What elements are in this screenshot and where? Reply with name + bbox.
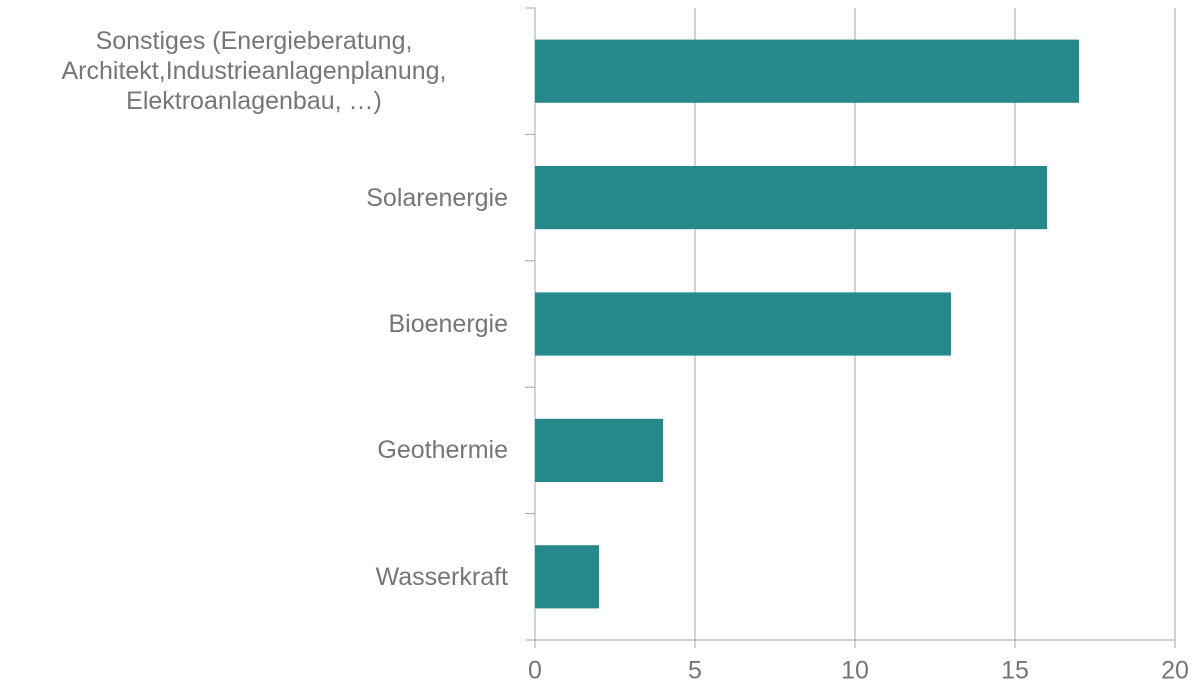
bar <box>535 39 1079 103</box>
y-tick-label-box: Sonstiges (Energieberatung, Architekt,In… <box>0 8 508 134</box>
x-tick-label: 15 <box>1001 657 1029 685</box>
x-tick-label: 10 <box>841 657 869 685</box>
y-tick-label: Bioenergie <box>388 309 508 338</box>
x-tick-label: 20 <box>1161 657 1189 685</box>
y-tick-label: Sonstiges (Energieberatung, Architekt,In… <box>61 27 447 116</box>
y-tick-label: Wasserkraft <box>375 562 508 591</box>
x-tick-label: 0 <box>528 657 542 685</box>
x-tick-label: 5 <box>688 657 702 685</box>
y-tick-label-box: Bioenergie <box>0 261 508 387</box>
bar <box>535 545 599 609</box>
y-tick-label-box: Solarenergie <box>0 134 508 260</box>
y-tick-label-box: Wasserkraft <box>0 514 508 640</box>
bar <box>535 166 1047 230</box>
bar <box>535 292 951 356</box>
y-tick-label: Geothermie <box>377 436 508 465</box>
y-tick-label-box: Geothermie <box>0 387 508 513</box>
bar <box>535 418 663 482</box>
y-tick-label: Solarenergie <box>366 183 508 212</box>
